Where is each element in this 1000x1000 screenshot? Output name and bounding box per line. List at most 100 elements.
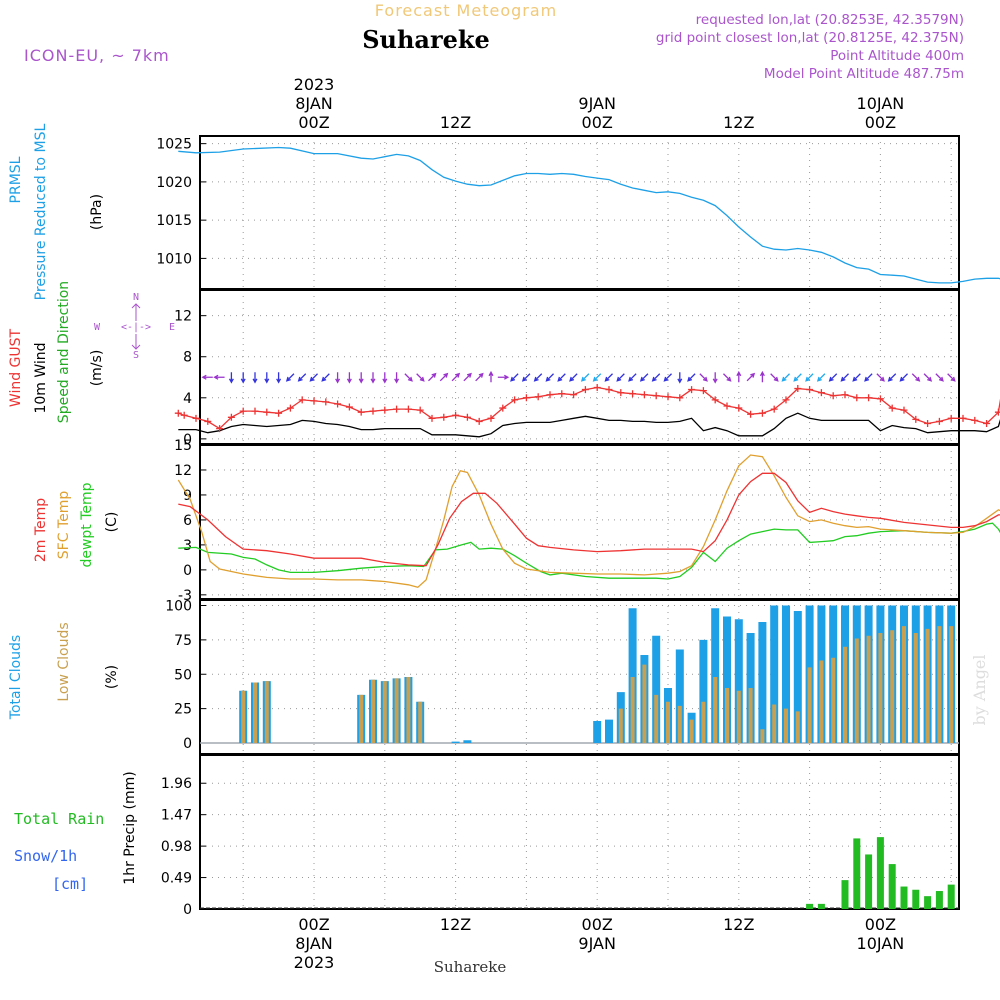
bottom-time-label: 00Z: [865, 915, 896, 934]
pressure-msl-label: Pressure Reduced to MSL: [33, 123, 49, 300]
top-time-label: 2023: [294, 75, 335, 94]
bottom-time-label: 10JAN: [857, 934, 905, 953]
low-cloud-bar: [772, 704, 777, 743]
wind-direction-arrow: [935, 373, 944, 382]
clouds-panel: 0 25 50 75 100 Total Clouds Low Clouds (%): [8, 599, 960, 755]
low-cloud-bar: [736, 690, 741, 743]
y-tick-label: 1010: [156, 251, 192, 267]
top-time-label: 12Z: [723, 113, 754, 132]
low-cloud-bar: [241, 690, 246, 743]
gust-marker: [994, 408, 1000, 416]
y-tick-label: 1.96: [161, 776, 192, 792]
gust-marker: [428, 414, 436, 422]
wind-direction-arrow: [663, 373, 672, 382]
compass-icon: [131, 303, 141, 350]
low-cloud-bar: [890, 630, 895, 743]
wind-direction-arrow: [828, 373, 838, 382]
requested-coords: requested lon,lat (20.8253E, 42.3579N): [696, 12, 964, 28]
hpa-unit-label: (hPa): [89, 194, 105, 230]
compass-glyph: <-|->: [121, 322, 151, 333]
wind-direction-arrow: [723, 373, 732, 382]
gust-marker: [463, 413, 471, 421]
gust-marker: [263, 408, 271, 416]
low-cloud-bar: [760, 729, 765, 743]
wind-direction-arrow: [580, 373, 590, 382]
low-cloud-bar: [654, 694, 659, 743]
y-tick-label: 15: [174, 438, 192, 454]
y-tick-label: 1.47: [161, 808, 192, 824]
gust-marker: [499, 404, 507, 412]
compass-s-label: S: [133, 350, 139, 361]
top-time-label: 10JAN: [857, 94, 905, 113]
temp-2m-label: 2m Temp: [33, 498, 49, 562]
gust-marker: [735, 404, 743, 412]
gust-marker: [723, 402, 731, 410]
gust-marker: [900, 406, 908, 414]
rain-bar: [806, 903, 814, 909]
gust-marker: [865, 394, 873, 402]
wind-direction-arrow: [252, 372, 258, 384]
gust-marker: [440, 413, 448, 421]
precipitation-panel: 0 0.49 0.98 1.47 1.96 Total Rain Snow/1h [cm] 1h…: [14, 754, 960, 918]
wind-direction-arrow: [404, 373, 413, 382]
total-cloud-bar: [593, 721, 602, 743]
y-tick-label: 0: [183, 736, 192, 752]
gust-marker: [381, 406, 389, 414]
wind-direction-arrow: [276, 372, 282, 384]
rain-bar: [853, 838, 861, 909]
wind-panel: 0 4 8 12 Wind GUST 10m Wind Speed and Directio…: [8, 281, 1000, 448]
gust-marker: [664, 393, 672, 401]
wind-direction-arrow: [545, 373, 554, 382]
gust-marker: [758, 409, 766, 417]
gust-marker: [216, 425, 224, 433]
model-label: ICON-EU, ~ 7km: [24, 46, 170, 65]
low-clouds-label: Low Clouds: [56, 622, 72, 701]
wind-direction-arrow: [382, 372, 388, 384]
wind-direction-arrow: [805, 373, 814, 382]
low-cloud-bar: [795, 711, 800, 743]
celsius-unit-label: (C): [104, 512, 120, 533]
wind-direction-arrow: [439, 372, 449, 382]
y-tick-label: 12: [174, 463, 192, 479]
gust-marker: [416, 406, 424, 414]
wind-direction-arrow: [264, 372, 270, 384]
gust-marker: [593, 384, 601, 392]
y-tick-label: 0: [183, 902, 192, 918]
wind-direction-arrow: [521, 373, 531, 382]
gust-marker: [747, 410, 755, 418]
gust-marker: [357, 408, 365, 416]
y-tick-label: 75: [174, 633, 192, 649]
y-tick-label: 6: [183, 513, 192, 529]
total-cloud-bar: [451, 741, 460, 743]
low-cloud-bar: [630, 677, 635, 743]
rain-bar: [947, 884, 955, 909]
gust-marker: [770, 405, 778, 413]
gust-marker: [570, 391, 578, 399]
gust-marker: [534, 393, 542, 401]
total-cloud-bar: [793, 611, 802, 743]
gust-marker: [452, 411, 460, 419]
panel-frame: [199, 754, 960, 910]
low-cloud-bar: [713, 677, 718, 743]
gust-marker: [204, 417, 212, 425]
gust-marker: [959, 414, 967, 422]
gust-marker: [652, 392, 660, 400]
rain-bar: [817, 903, 825, 909]
gust-marker: [853, 394, 861, 402]
y-tick-label: 1020: [156, 175, 192, 191]
y-tick-label: 0: [183, 432, 192, 448]
total-cloud-bar: [652, 635, 661, 743]
low-cloud-bar: [359, 694, 364, 743]
low-cloud-bar: [253, 682, 257, 743]
wind-speed-direction-label: Speed and Direction: [56, 281, 72, 423]
wind-direction-arrow: [687, 373, 696, 382]
low-cloud-bar: [701, 701, 706, 743]
wind-direction-arrow: [346, 372, 352, 384]
low-cloud-bar: [418, 701, 423, 743]
gust-marker: [546, 391, 554, 399]
total-cloud-bar: [628, 608, 637, 743]
gust-marker: [369, 407, 377, 415]
wind-direction-arrow: [321, 373, 330, 382]
top-time-label: 12Z: [440, 113, 471, 132]
wind-direction-arrow: [335, 372, 341, 384]
